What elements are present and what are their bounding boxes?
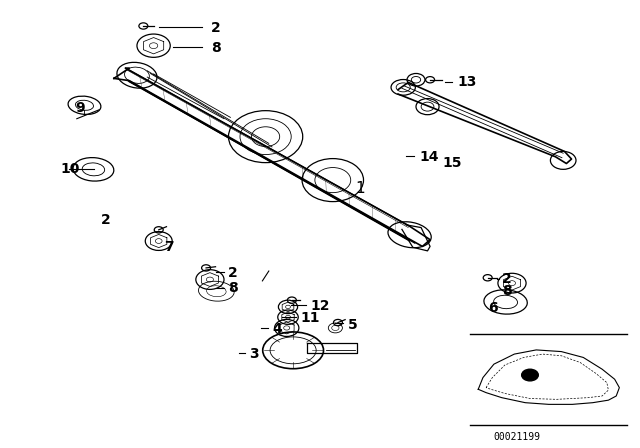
Circle shape: [333, 319, 342, 326]
Text: 8: 8: [502, 284, 511, 298]
Circle shape: [426, 77, 435, 83]
Text: 10: 10: [61, 162, 80, 177]
Text: 7: 7: [164, 240, 173, 254]
Text: 12: 12: [310, 298, 330, 313]
Text: 2: 2: [211, 21, 221, 35]
Text: 11: 11: [301, 311, 320, 325]
Text: 5: 5: [348, 318, 357, 332]
Text: 3: 3: [250, 347, 259, 361]
Text: 1: 1: [355, 181, 365, 196]
Text: 2: 2: [101, 213, 111, 228]
Circle shape: [202, 265, 211, 271]
Text: 14: 14: [419, 150, 438, 164]
Circle shape: [139, 23, 148, 29]
Text: 8: 8: [211, 41, 221, 55]
Text: 8: 8: [228, 281, 237, 295]
Circle shape: [522, 369, 538, 381]
Text: 2: 2: [228, 266, 237, 280]
Circle shape: [154, 227, 163, 233]
Text: 15: 15: [443, 155, 462, 170]
Text: 2: 2: [502, 271, 511, 286]
Circle shape: [287, 297, 296, 303]
Text: 00021199: 00021199: [493, 432, 541, 442]
Text: 4: 4: [272, 322, 282, 336]
Text: 9: 9: [76, 100, 85, 115]
Text: 6: 6: [488, 301, 497, 315]
Circle shape: [483, 275, 492, 281]
Text: 13: 13: [457, 74, 476, 89]
